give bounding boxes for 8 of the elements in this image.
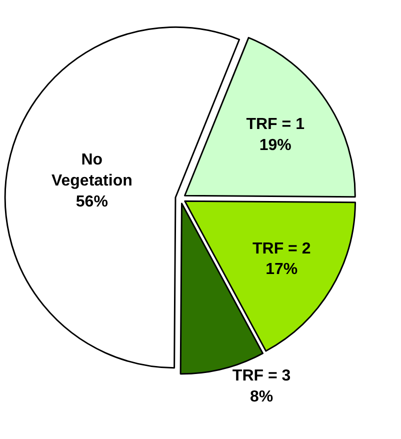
slice-label: TRF = 1 xyxy=(246,116,305,134)
slice-label: TRF = 3 xyxy=(232,368,291,385)
slice-label: No Vegetation xyxy=(51,152,132,190)
data-label: 56% xyxy=(76,193,108,210)
data-label: 19% xyxy=(259,136,292,154)
data-label: 8% xyxy=(250,388,274,406)
data-label: 17% xyxy=(266,261,298,278)
slice-label: TRF = 2 xyxy=(252,240,311,258)
